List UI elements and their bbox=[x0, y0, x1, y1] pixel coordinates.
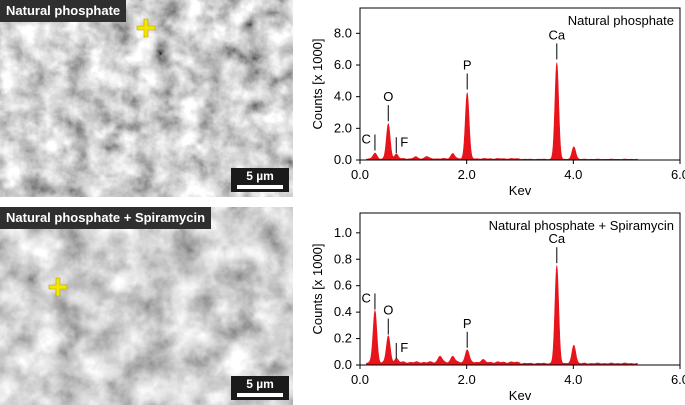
eds-spectrum-svg: 0.0 0.2 0.4 0.6 0.8 1.0 0.0 2.0 4.0 6.0 Kev Counts … bbox=[310, 212, 685, 403]
sem-image-natural-phosphate: Natural phosphate 5 µm bbox=[0, 0, 293, 197]
peak-label-ca: Ca bbox=[548, 27, 565, 42]
chart-title: Natural phosphate bbox=[568, 13, 674, 28]
peak-label-p: P bbox=[463, 316, 472, 331]
y-tick-label: 0.4 bbox=[334, 304, 352, 319]
peak-label-c: C bbox=[362, 290, 371, 305]
peak-label-c: C bbox=[362, 131, 371, 146]
x-tick-label: 0.0 bbox=[351, 372, 369, 387]
x-tick-label: 2.0 bbox=[458, 372, 476, 387]
peak-label-f: F bbox=[400, 340, 408, 355]
x-tick-label: 4.0 bbox=[564, 167, 582, 182]
y-axis-label: Counts [x 1000] bbox=[310, 243, 325, 334]
y-tick-label: 0.8 bbox=[334, 251, 352, 266]
y-axis-label: Counts [x 1000] bbox=[310, 38, 325, 129]
x-tick-label: 2.0 bbox=[458, 167, 476, 182]
y-tick-label: 0.2 bbox=[334, 331, 352, 346]
y-tick-label: 0.6 bbox=[334, 278, 352, 293]
scale-bar-label: 5 µm bbox=[246, 377, 274, 391]
x-tick-label: 4.0 bbox=[564, 372, 582, 387]
plot-frame bbox=[359, 212, 681, 366]
sem-texture bbox=[0, 207, 293, 405]
y-tick-label: 0.0 bbox=[334, 152, 352, 167]
x-axis-label: Kev bbox=[509, 183, 532, 198]
scale-bar: 5 µm bbox=[231, 168, 289, 192]
peak-label-o: O bbox=[383, 303, 393, 318]
plot-frame bbox=[359, 7, 681, 161]
spectrum-area bbox=[366, 62, 638, 161]
sem-label: Natural phosphate bbox=[0, 0, 127, 22]
x-tick-label: 6.0 bbox=[671, 167, 685, 182]
peak-label-p: P bbox=[463, 58, 472, 73]
x-axis-label: Kev bbox=[509, 388, 532, 403]
x-tick-label: 0.0 bbox=[351, 167, 369, 182]
sem-label: Natural phosphate + Spiramycin bbox=[0, 207, 212, 229]
eds-spectrum-chart-natural-phosphate-spiramycin: 0.0 0.2 0.4 0.6 0.8 1.0 0.0 2.0 4.0 6.0 Kev Counts … bbox=[300, 205, 685, 405]
peak-label-ca: Ca bbox=[548, 231, 565, 246]
spectrum-area bbox=[366, 265, 638, 366]
sem-image-natural-phosphate-spiramycin: Natural phosphate + Spiramycin 5 µm bbox=[0, 207, 293, 405]
eds-spectrum-svg: 0.0 2.0 4.0 6.0 8.0 0.0 2.0 4.0 6.0 Kev Counts [x … bbox=[310, 7, 685, 198]
peak-label-o: O bbox=[383, 89, 393, 104]
y-tick-label: 4.0 bbox=[334, 89, 352, 104]
scale-bar-line bbox=[237, 185, 283, 189]
x-tick-label: 6.0 bbox=[671, 372, 685, 387]
y-tick-label: 0.0 bbox=[334, 357, 352, 372]
scale-bar-line bbox=[237, 393, 283, 397]
y-tick-label: 1.0 bbox=[334, 225, 352, 240]
y-tick-label: 8.0 bbox=[334, 25, 352, 40]
eds-spectrum-chart-natural-phosphate: 0.0 2.0 4.0 6.0 8.0 0.0 2.0 4.0 6.0 Kev Counts [x … bbox=[300, 0, 685, 200]
peak-label-f: F bbox=[400, 134, 408, 149]
crosshair-marker-icon bbox=[48, 277, 68, 297]
scale-bar-label: 5 µm bbox=[246, 169, 274, 183]
y-tick-label: 6.0 bbox=[334, 57, 352, 72]
chart-title: Natural phosphate + Spiramycin bbox=[489, 218, 674, 233]
crosshair-marker-icon bbox=[136, 18, 156, 38]
y-tick-label: 2.0 bbox=[334, 120, 352, 135]
scale-bar: 5 µm bbox=[231, 376, 289, 400]
